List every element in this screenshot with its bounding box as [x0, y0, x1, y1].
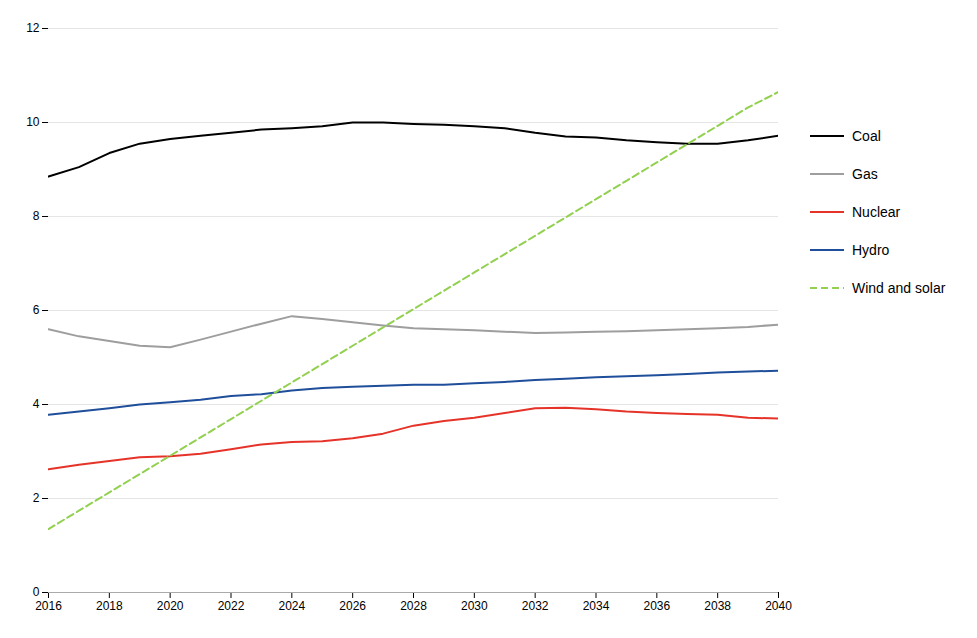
svg-text:2040: 2040 [765, 599, 792, 613]
svg-text:10: 10 [26, 115, 40, 129]
svg-text:12: 12 [26, 21, 40, 35]
svg-text:2034: 2034 [583, 599, 610, 613]
svg-text:2024: 2024 [278, 599, 305, 613]
html-text:Gas: Gas [852, 166, 878, 182]
svg-text:2030: 2030 [461, 599, 488, 613]
svg-text:2036: 2036 [643, 599, 670, 613]
svg-text:2028: 2028 [400, 599, 427, 613]
svg-text:8: 8 [33, 209, 40, 223]
html-text:Coal: Coal [852, 128, 881, 144]
html-text:Nuclear: Nuclear [852, 204, 901, 220]
svg-text:4: 4 [33, 397, 40, 411]
svg-text:2: 2 [33, 491, 40, 505]
svg-text:2032: 2032 [522, 599, 549, 613]
svg-text:2026: 2026 [339, 599, 366, 613]
svg-text:2038: 2038 [704, 599, 731, 613]
html-text:Hydro: Hydro [852, 242, 890, 258]
svg-text:2016: 2016 [35, 599, 62, 613]
svg-text:2022: 2022 [218, 599, 245, 613]
svg-text:2018: 2018 [96, 599, 123, 613]
svg-text:2020: 2020 [157, 599, 184, 613]
svg-text:0: 0 [33, 585, 40, 599]
svg-text:6: 6 [33, 303, 40, 317]
html-text:Wind and solar: Wind and solar [852, 280, 946, 296]
